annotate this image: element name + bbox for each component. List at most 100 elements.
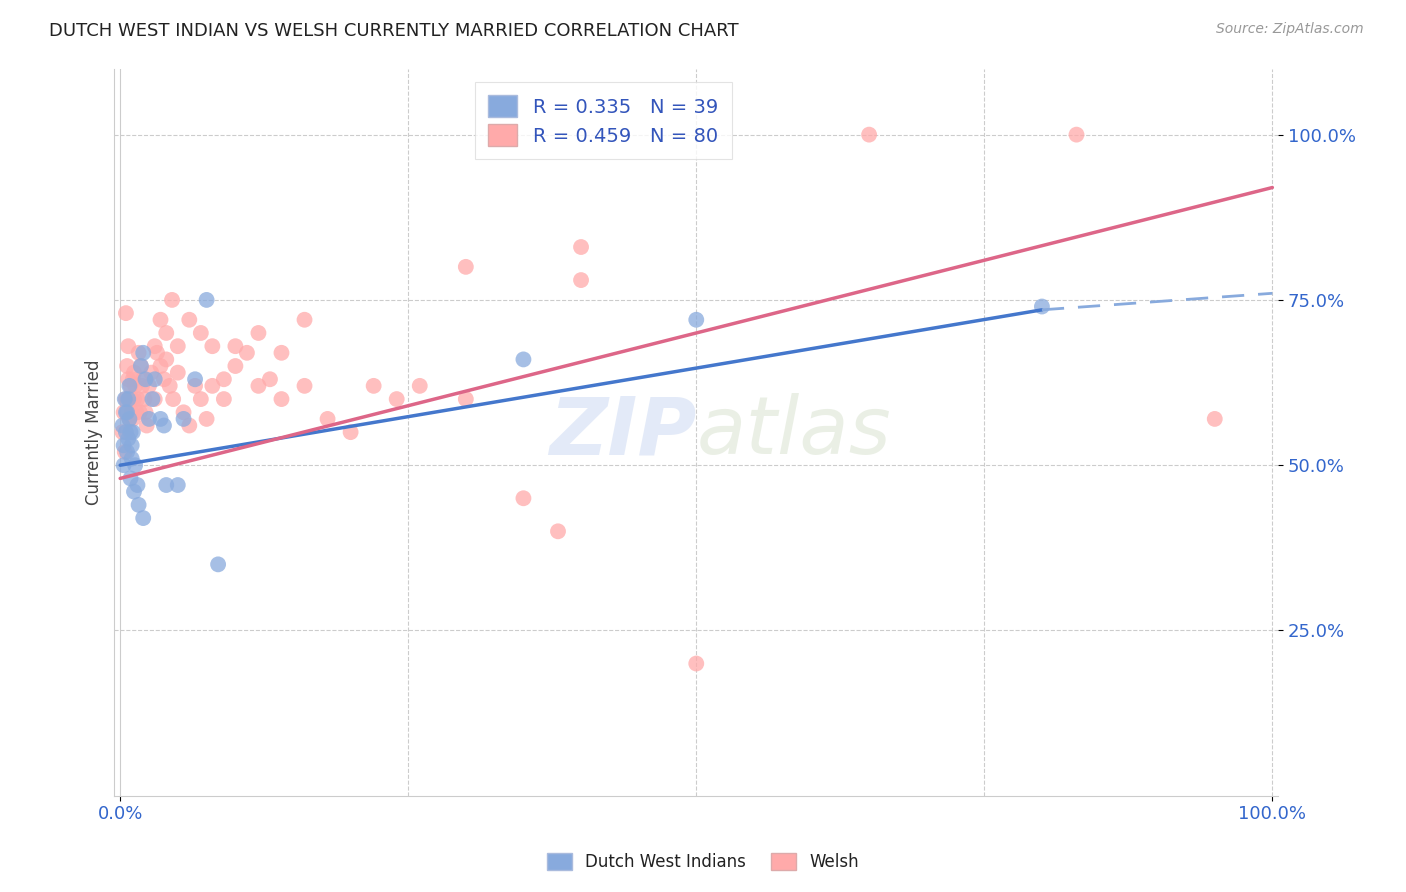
Point [224,359,246,373]
Point [247,326,270,340]
Point [115,445,138,459]
Point [270,346,292,360]
Point [111,425,134,439]
Point [132,346,155,360]
Point [173,405,195,419]
Point [129,359,152,373]
Point [270,392,292,406]
Point [212,372,235,386]
Point [385,392,408,406]
Point [138,412,160,426]
Point [195,412,218,426]
Point [363,379,385,393]
Point [224,339,246,353]
Point [259,372,281,386]
Point [155,352,177,367]
Point [195,293,218,307]
Point [512,352,534,367]
Point [127,478,149,492]
Point [125,405,148,419]
Point [166,478,188,492]
Point [128,346,150,360]
Point [162,392,184,406]
Point [1204,412,1226,426]
Point [120,471,142,485]
Point [122,366,145,380]
Point [166,339,188,353]
Point [120,425,142,439]
Point [339,425,361,439]
Point [179,312,201,326]
Point [149,359,172,373]
Point [190,326,212,340]
Point [134,392,156,406]
Point [118,379,141,393]
Text: ZIP: ZIP [548,393,696,471]
Point [685,312,707,326]
Point [118,392,141,406]
Point [143,339,166,353]
Point [212,392,235,406]
Point [121,372,143,386]
Point [134,372,156,386]
Point [153,418,176,433]
Point [115,359,138,373]
Legend: R = 0.335   N = 39, R = 0.459   N = 80: R = 0.335 N = 39, R = 0.459 N = 80 [475,82,731,160]
Point [118,412,141,426]
Point [143,372,166,386]
Point [138,379,160,393]
Point [117,432,139,446]
Point [141,366,163,380]
Point [190,392,212,406]
Point [155,478,177,492]
Point [134,405,156,419]
Text: atlas: atlas [696,393,891,471]
Point [121,392,143,406]
Point [121,412,143,426]
Point [858,128,880,142]
Point [120,392,142,406]
Text: Source: ZipAtlas.com: Source: ZipAtlas.com [1216,22,1364,37]
Point [121,405,143,419]
Point [118,412,141,426]
Point [122,392,145,406]
Point [124,379,146,393]
Point [201,379,224,393]
Point [120,379,142,393]
Point [114,392,136,406]
Point [207,558,229,572]
Point [121,438,143,452]
Point [115,405,138,419]
Point [159,379,181,393]
Point [124,458,146,473]
Point [141,392,163,406]
Point [512,491,534,506]
Point [155,326,177,340]
Text: DUTCH WEST INDIAN VS WELSH CURRENTLY MARRIED CORRELATION CHART: DUTCH WEST INDIAN VS WELSH CURRENTLY MAR… [49,22,738,40]
Point [121,425,143,439]
Point [146,346,169,360]
Point [117,339,139,353]
Point [127,392,149,406]
Point [132,372,155,386]
Point [201,339,224,353]
Point [454,392,477,406]
Point [166,366,188,380]
Point [179,418,201,433]
Point [115,405,138,419]
Point [143,392,166,406]
Point [112,405,135,419]
Point [1066,128,1088,142]
Point [160,293,183,307]
Point [547,524,569,539]
Point [131,379,153,393]
Point [129,359,152,373]
Point [454,260,477,274]
Point [149,412,172,426]
Point [294,379,316,393]
Point [122,484,145,499]
Point [247,379,270,393]
Point [153,372,176,386]
Point [1031,300,1053,314]
Legend: Dutch West Indians, Welsh: Dutch West Indians, Welsh [538,845,868,880]
